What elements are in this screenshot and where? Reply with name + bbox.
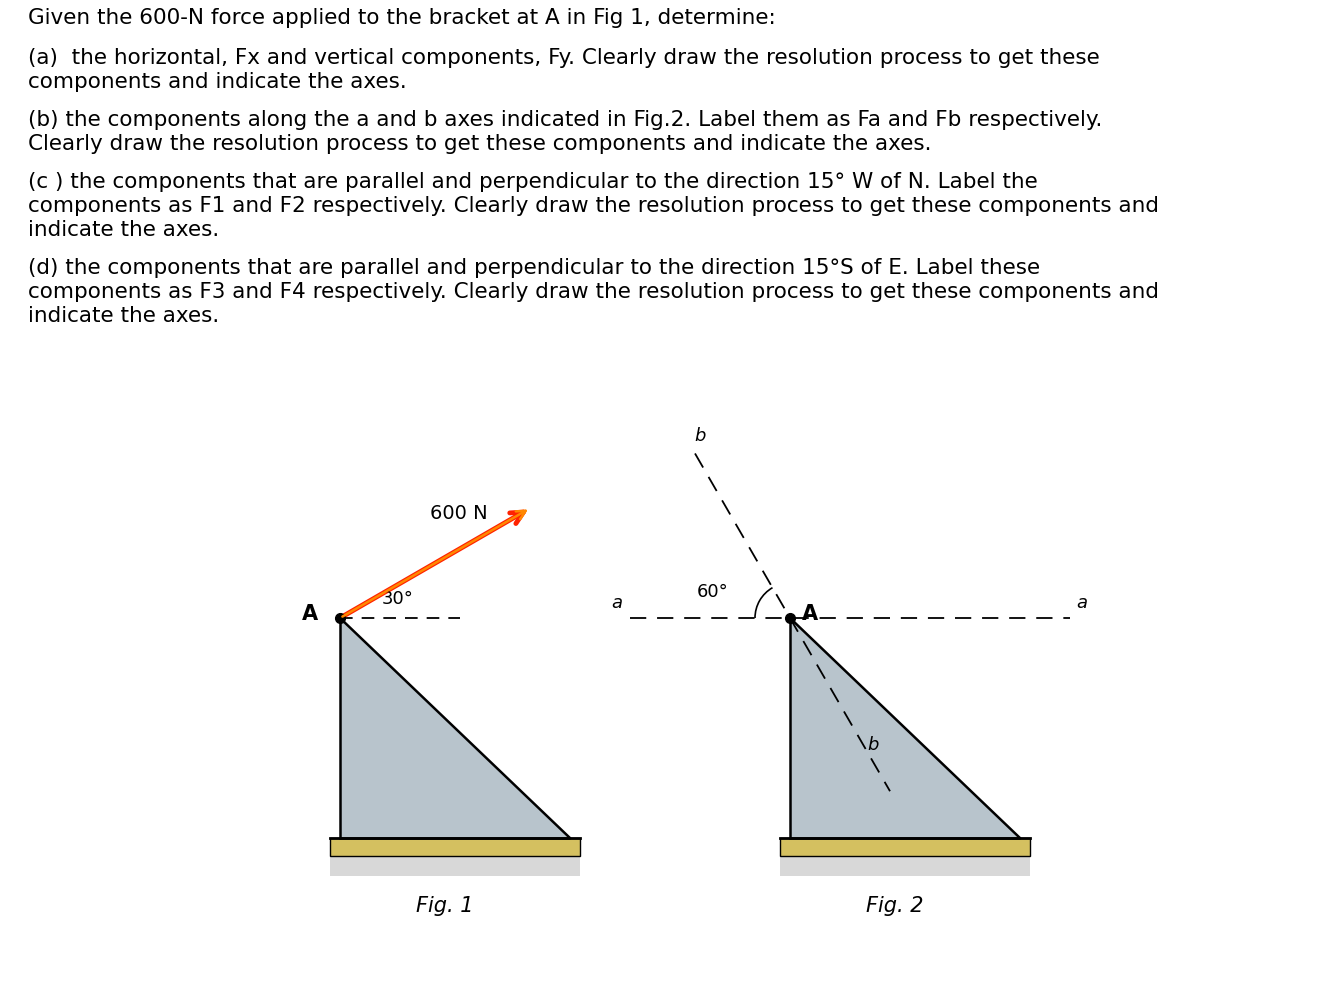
Text: 60°: 60° xyxy=(697,583,728,601)
Text: 30°: 30° xyxy=(382,590,414,608)
Text: (d) the components that are parallel and perpendicular to the direction 15°S of : (d) the components that are parallel and… xyxy=(28,258,1040,278)
Text: components as F3 and F4 respectively. Clearly draw the resolution process to get: components as F3 and F4 respectively. Cl… xyxy=(28,282,1159,302)
Text: a: a xyxy=(611,594,622,612)
Text: A: A xyxy=(803,604,819,624)
Text: 600 N: 600 N xyxy=(430,504,488,523)
Text: indicate the axes.: indicate the axes. xyxy=(28,220,220,240)
Text: Clearly draw the resolution process to get these components and indicate the axe: Clearly draw the resolution process to g… xyxy=(28,134,931,154)
Polygon shape xyxy=(780,856,1030,876)
Polygon shape xyxy=(340,618,570,838)
Text: (c ) the components that are parallel and perpendicular to the direction 15° W o: (c ) the components that are parallel an… xyxy=(28,172,1037,192)
Polygon shape xyxy=(330,856,580,876)
Text: components as F1 and F2 respectively. Clearly draw the resolution process to get: components as F1 and F2 respectively. Cl… xyxy=(28,196,1159,216)
Text: Fig. 1: Fig. 1 xyxy=(417,896,474,916)
Text: Given the 600-N force applied to the bracket at A in Fig 1, determine:: Given the 600-N force applied to the bra… xyxy=(28,8,776,28)
Polygon shape xyxy=(330,838,580,856)
Text: b: b xyxy=(694,428,706,446)
Text: (b) the components along the a and b axes indicated in Fig.2. Label them as Fa a: (b) the components along the a and b axe… xyxy=(28,110,1103,130)
Polygon shape xyxy=(780,838,1030,856)
Text: b: b xyxy=(867,736,879,753)
Text: (a)  the horizontal, Fx and vertical components, Fy. Clearly draw the resolution: (a) the horizontal, Fx and vertical comp… xyxy=(28,48,1100,68)
Polygon shape xyxy=(791,618,1020,838)
Text: a: a xyxy=(1076,594,1087,612)
Text: indicate the axes.: indicate the axes. xyxy=(28,306,220,326)
Text: Fig. 2: Fig. 2 xyxy=(866,896,923,916)
Text: A: A xyxy=(302,604,318,624)
Text: components and indicate the axes.: components and indicate the axes. xyxy=(28,72,407,92)
